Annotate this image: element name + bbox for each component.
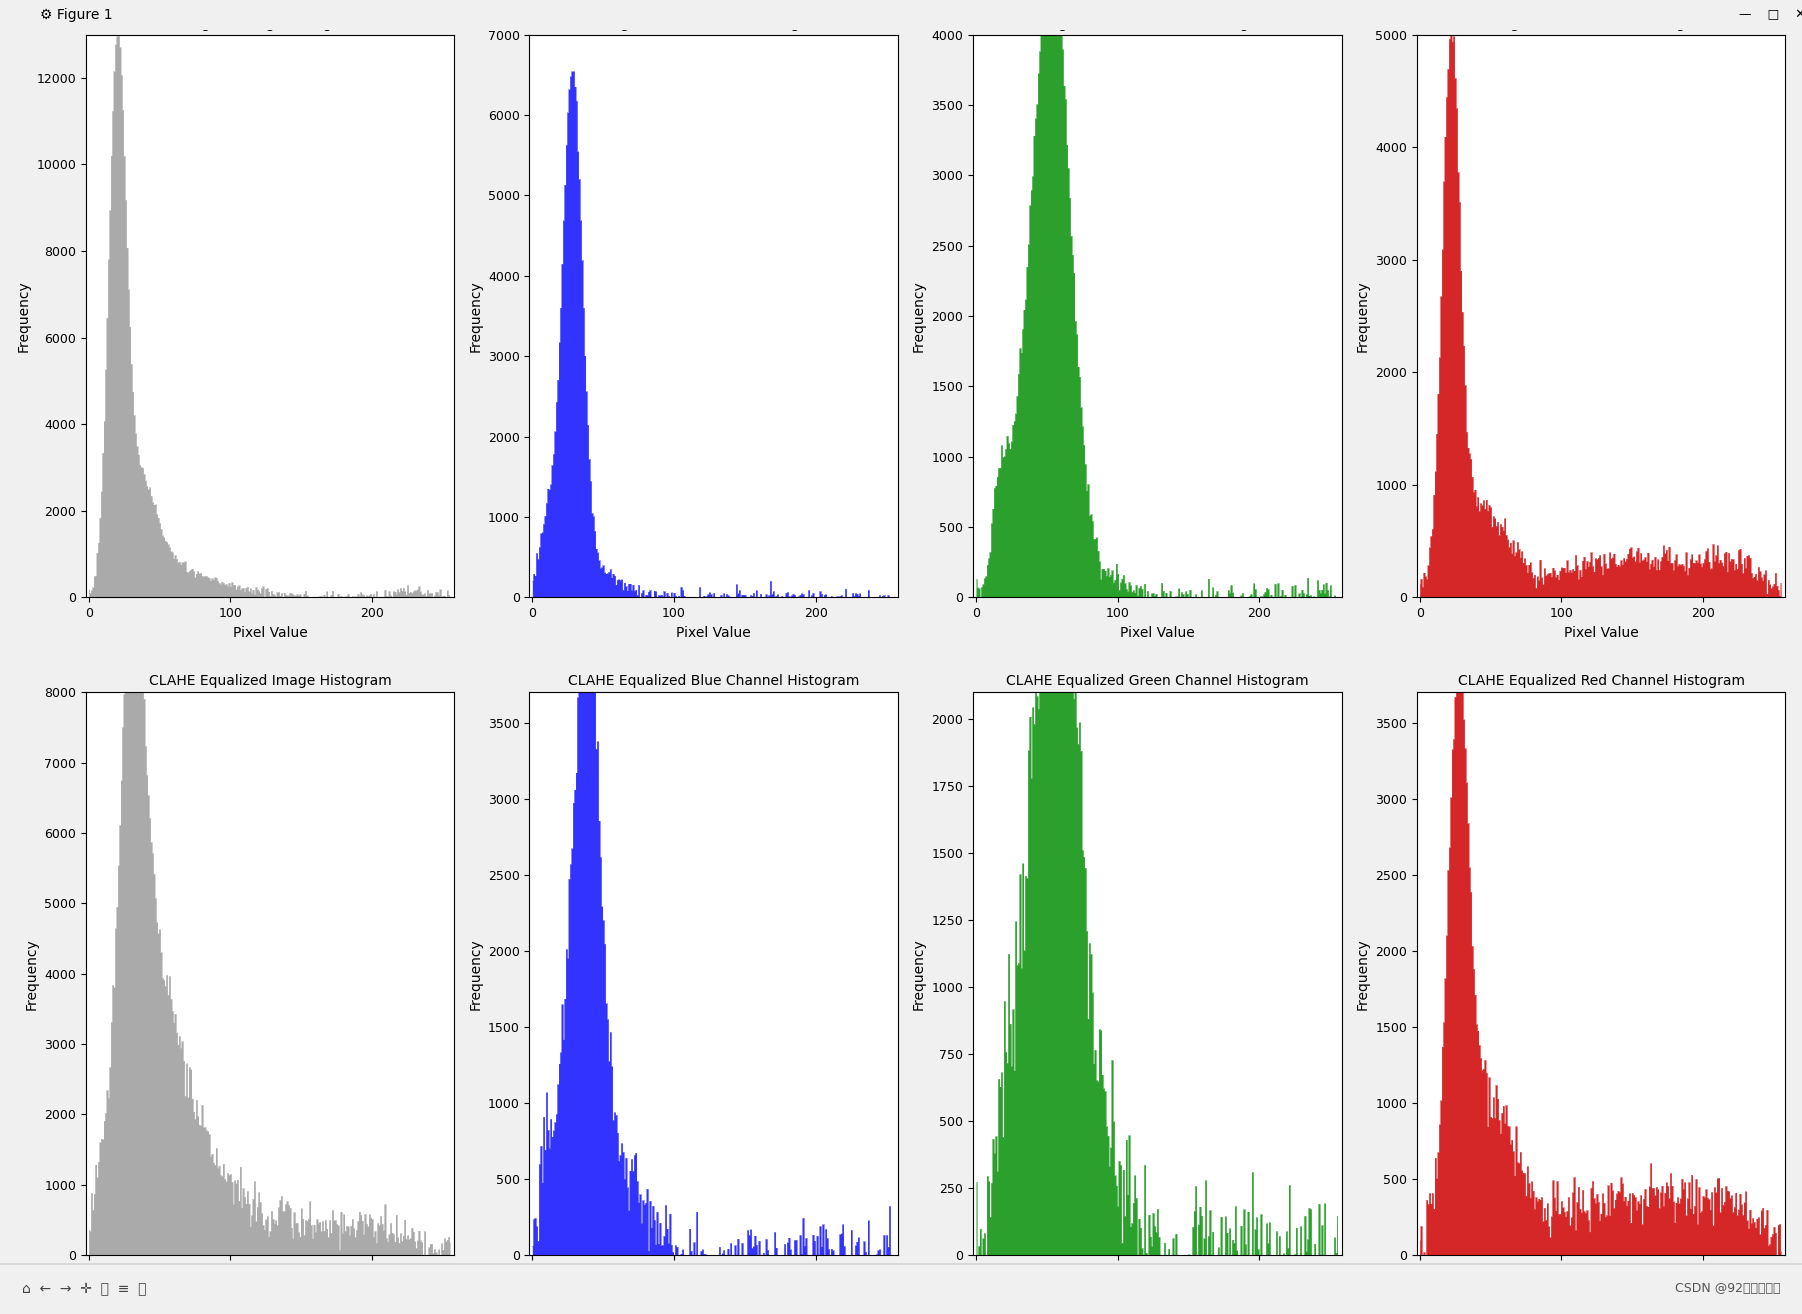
X-axis label: Pixel Value: Pixel Value — [1564, 1284, 1638, 1297]
Y-axis label: Frequency: Frequency — [1355, 280, 1370, 352]
X-axis label: Pixel Value: Pixel Value — [1121, 1284, 1195, 1297]
Text: ⚙ Figure 1: ⚙ Figure 1 — [40, 8, 112, 22]
X-axis label: Pixel Value: Pixel Value — [1121, 625, 1195, 640]
Y-axis label: Frequency: Frequency — [469, 938, 483, 1009]
X-axis label: Pixel Value: Pixel Value — [232, 1284, 308, 1297]
Title: Original Image Histogram: Original Image Histogram — [180, 17, 360, 30]
Title: CLAHE Equalized Green Channel Histogram: CLAHE Equalized Green Channel Histogram — [1006, 674, 1308, 689]
Text: —    □    ✕: — □ ✕ — [1739, 8, 1802, 21]
Y-axis label: Frequency: Frequency — [912, 280, 926, 352]
Title: Original Red Channel Histogram: Original Red Channel Histogram — [1490, 17, 1712, 30]
Title: CLAHE Equalized Blue Channel Histogram: CLAHE Equalized Blue Channel Histogram — [568, 674, 860, 689]
X-axis label: Pixel Value: Pixel Value — [1564, 625, 1638, 640]
X-axis label: Pixel Value: Pixel Value — [676, 625, 751, 640]
Title: CLAHE Equalized Red Channel Histogram: CLAHE Equalized Red Channel Histogram — [1458, 674, 1744, 689]
Title: Original Green Channel Histogram: Original Green Channel Histogram — [1038, 17, 1278, 30]
Y-axis label: Frequency: Frequency — [16, 280, 31, 352]
X-axis label: Pixel Value: Pixel Value — [676, 1284, 751, 1297]
X-axis label: Pixel Value: Pixel Value — [232, 625, 308, 640]
Y-axis label: Frequency: Frequency — [912, 938, 926, 1009]
Text: ⌂  ←  →  ✛  🔍  ≡  💾: ⌂ ← → ✛ 🔍 ≡ 💾 — [22, 1282, 146, 1296]
Y-axis label: Frequency: Frequency — [469, 280, 483, 352]
Y-axis label: Frequency: Frequency — [1355, 938, 1370, 1009]
Text: CSDN @92岁高龄码农: CSDN @92岁高龄码农 — [1674, 1282, 1780, 1296]
Y-axis label: Frequency: Frequency — [25, 938, 38, 1009]
Title: Original Blue Channel Histogram: Original Blue Channel Histogram — [600, 17, 827, 30]
Title: CLAHE Equalized Image Histogram: CLAHE Equalized Image Histogram — [150, 674, 391, 689]
